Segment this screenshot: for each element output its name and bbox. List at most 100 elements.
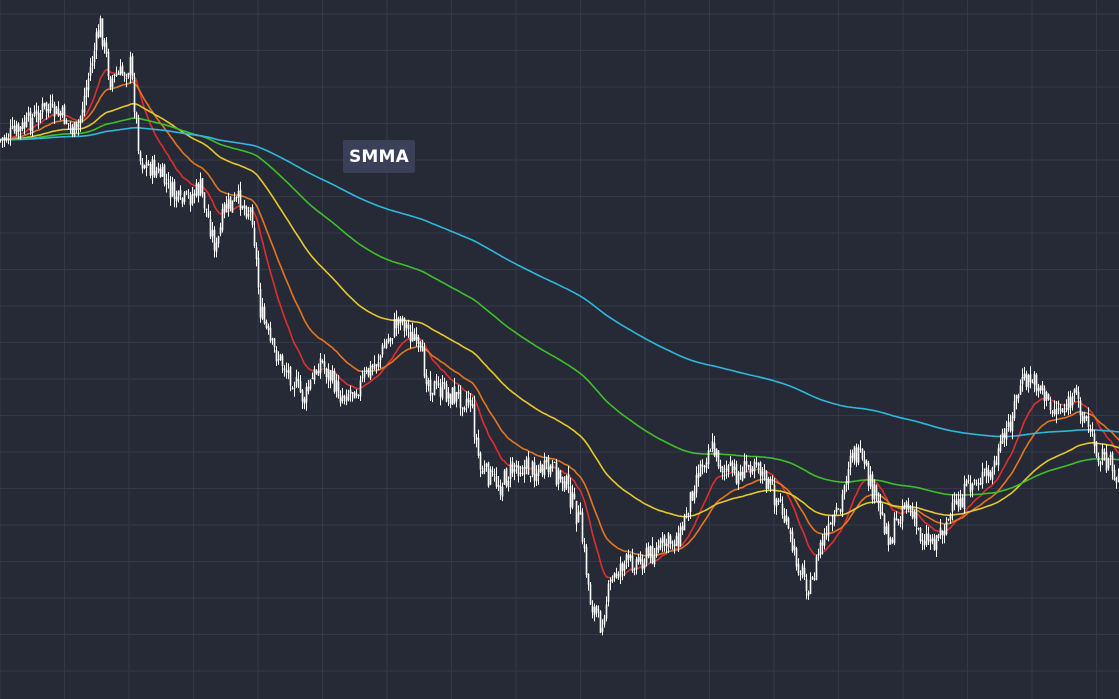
candle-body: [1057, 408, 1060, 411]
candle-body: [343, 395, 346, 398]
candle-body: [487, 462, 490, 487]
candle-body: [17, 123, 20, 132]
candle-body: [723, 471, 726, 473]
candle-body: [407, 324, 410, 330]
candle-body: [227, 199, 230, 209]
candle-body: [591, 605, 594, 613]
candle-body: [757, 463, 760, 466]
candle-body: [95, 32, 98, 50]
candle-body: [1079, 400, 1082, 416]
candle-body: [71, 126, 74, 135]
candle-body: [531, 461, 534, 475]
candle-body: [879, 500, 882, 516]
candle-body: [835, 507, 838, 513]
candle-body: [993, 460, 996, 468]
candle-body: [237, 190, 240, 198]
candle-body: [981, 471, 984, 484]
candle-body: [585, 547, 588, 576]
candle-body: [295, 376, 298, 387]
candle-body: [669, 535, 672, 544]
candle-body: [1033, 373, 1036, 385]
candle-body: [495, 475, 498, 487]
candle-body: [639, 556, 642, 562]
candle-body: [127, 73, 130, 77]
candle-body: [883, 514, 886, 534]
candle-body: [69, 124, 72, 126]
candle-body: [285, 370, 288, 373]
candle-body: [357, 395, 360, 396]
candle-body: [157, 167, 160, 172]
candle-body: [1091, 430, 1094, 432]
candle-body: [681, 525, 684, 531]
candle-body: [673, 543, 676, 547]
candle-body: [971, 483, 974, 490]
candle-body: [777, 500, 780, 502]
candle-body: [1003, 432, 1006, 438]
candle-body: [741, 471, 744, 481]
candle-body: [123, 73, 126, 77]
candle-body: [1101, 449, 1104, 461]
candle-body: [223, 204, 226, 212]
candle-body: [571, 492, 574, 508]
candle-body: [411, 331, 414, 342]
candle-body: [149, 164, 152, 177]
candle-body: [1021, 377, 1024, 385]
candle-body: [103, 40, 106, 47]
candle-body: [359, 380, 362, 397]
candle-body: [905, 501, 908, 507]
candle-body: [745, 461, 748, 465]
price-candles: [0, 15, 1119, 636]
candle-body: [675, 535, 678, 547]
candle-body: [125, 77, 128, 79]
candle-body: [623, 563, 626, 571]
candle-body: [117, 73, 120, 75]
candle-body: [367, 368, 370, 376]
candle-body: [303, 398, 306, 404]
candle-body: [57, 108, 60, 116]
candle-body: [1081, 412, 1084, 421]
candle-body: [945, 521, 948, 534]
candle-body: [423, 348, 426, 377]
candle-body: [503, 470, 506, 485]
candle-body: [561, 477, 564, 484]
candle-body: [719, 465, 722, 469]
candle-body: [1109, 455, 1112, 458]
candle-body: [731, 462, 734, 473]
candle-body: [437, 383, 440, 386]
candle-body: [947, 519, 950, 521]
candle-body: [471, 404, 474, 406]
candle-body: [345, 396, 348, 402]
candle-body: [451, 387, 454, 405]
smma-line-50: [0, 102, 1119, 518]
candle-body: [519, 472, 522, 474]
candle-body: [767, 478, 770, 489]
candle-body: [429, 379, 432, 396]
candle-body: [501, 486, 504, 497]
indicator-label: SMMA: [348, 146, 410, 167]
candle-body: [819, 542, 822, 555]
candle-body: [749, 464, 752, 474]
candle-body: [221, 209, 224, 231]
candle-body: [589, 584, 592, 605]
candle-body: [587, 573, 590, 585]
candle-body: [35, 110, 38, 114]
candle-body: [219, 227, 222, 235]
candle-body: [49, 102, 52, 111]
candle-body: [3, 137, 6, 140]
candle-body: [415, 334, 418, 341]
candle-body: [875, 485, 878, 494]
candle-body: [395, 319, 398, 329]
candle-body: [67, 123, 70, 124]
candle-body: [1067, 396, 1070, 411]
candle-body: [505, 468, 508, 486]
candle-body: [421, 346, 424, 352]
candle-body: [961, 497, 964, 507]
candle-body: [697, 472, 700, 478]
candle-body: [287, 369, 290, 373]
candle-body: [839, 510, 842, 512]
candle-body: [779, 499, 782, 501]
candle-body: [353, 392, 356, 399]
candle-body: [337, 381, 340, 398]
candle-body: [633, 571, 636, 573]
